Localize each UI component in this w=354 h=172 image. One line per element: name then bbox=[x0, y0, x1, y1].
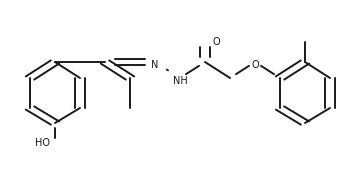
Text: O: O bbox=[213, 37, 221, 47]
Text: NH: NH bbox=[173, 76, 187, 86]
Text: HO: HO bbox=[35, 138, 50, 148]
Text: O: O bbox=[251, 60, 259, 70]
Text: N: N bbox=[151, 60, 159, 70]
